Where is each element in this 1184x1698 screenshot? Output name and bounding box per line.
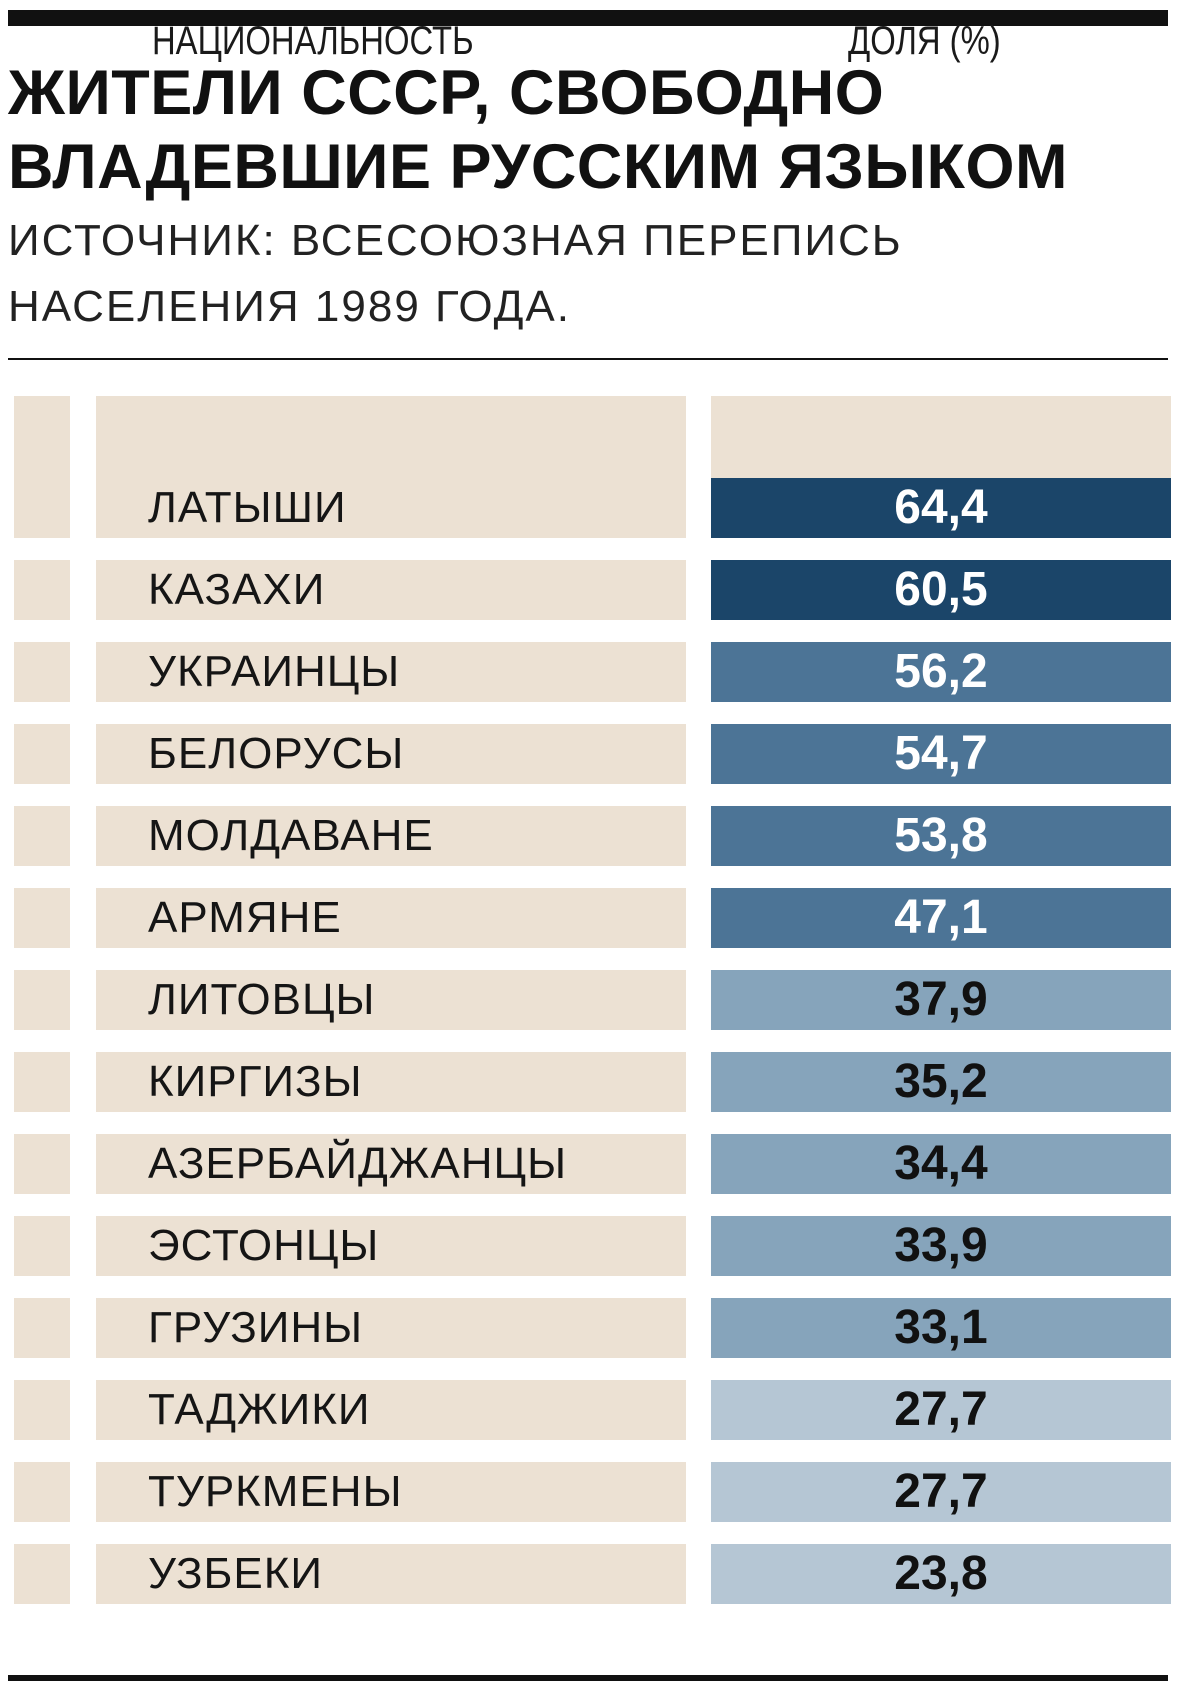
row-nationality-label: АЗЕРБАЙДЖАНЦЫ (148, 1139, 568, 1188)
row-share-value: 53,8 (894, 809, 988, 862)
row-share-value: 60,5 (894, 563, 988, 616)
row-nationality-label: ГРУЗИНЫ (148, 1303, 364, 1352)
row-name-cell (96, 1134, 686, 1194)
row-nationality-label: ЛАТЫШИ (148, 483, 347, 532)
row-nationality-label: КИРГИЗЫ (148, 1057, 363, 1106)
title-line-2: ВЛАДЕВШИЕ РУССКИМ ЯЗЫКОМ (8, 132, 1068, 202)
row-nationality-label: КАЗАХИ (148, 565, 326, 614)
row-share-value: 35,2 (894, 1055, 988, 1108)
row-nationality-label: БЕЛОРУСЫ (148, 729, 405, 778)
row-name-cell (96, 888, 686, 948)
row-value-cell (711, 1052, 1171, 1112)
row-name-cell (96, 642, 686, 702)
row-value-cell (711, 1380, 1171, 1440)
row-blank-cell (14, 560, 70, 620)
row-blank-cell (14, 478, 70, 538)
row-blank-cell (14, 1298, 70, 1358)
row-value-cell (711, 1298, 1171, 1358)
row-blank-cell (14, 1134, 70, 1194)
chart-subtitle: ИСТОЧНИК: ВСЕСОЮЗНАЯ ПЕРЕПИСЬ НАСЕЛЕНИЯ … (8, 208, 1178, 340)
row-blank-cell (14, 724, 70, 784)
row-share-value: 56,2 (894, 645, 988, 698)
subtitle-line-1: ИСТОЧНИК: ВСЕСОЮЗНАЯ ПЕРЕПИСЬ (8, 216, 903, 265)
row-share-value: 33,1 (894, 1301, 988, 1354)
row-blank-cell (14, 1216, 70, 1276)
row-share-value: 27,7 (894, 1383, 988, 1436)
row-name-cell (96, 1216, 686, 1276)
row-blank-cell (14, 806, 70, 866)
row-blank-cell (14, 642, 70, 702)
row-name-cell (96, 724, 686, 784)
row-name-cell (96, 1462, 686, 1522)
row-value-cell (711, 642, 1171, 702)
row-value-cell (711, 724, 1171, 784)
row-value-cell (711, 806, 1171, 866)
header-divider (8, 358, 1168, 360)
row-value-cell (711, 970, 1171, 1030)
row-nationality-label: УКРАИНЦЫ (148, 647, 401, 696)
row-nationality-label: ЛИТОВЦЫ (148, 975, 376, 1024)
row-name-cell (96, 1544, 686, 1604)
row-share-value: 54,7 (894, 727, 988, 780)
row-share-value: 64,4 (894, 481, 988, 534)
subtitle-line-2: НАСЕЛЕНИЯ 1989 ГОДА. (8, 282, 571, 331)
header-value-cell (711, 396, 1171, 479)
row-share-value: 27,7 (894, 1465, 988, 1518)
chart-title: ЖИТЕЛИ СССР, СВОБОДНО ВЛАДЕВШИЕ РУССКИМ … (8, 56, 1178, 204)
row-value-cell (711, 478, 1171, 538)
row-name-cell (96, 970, 686, 1030)
row-name-cell (96, 478, 686, 538)
header-blank-cell (14, 396, 70, 479)
column-header-nationality: НАЦИОНАЛЬНОСТЬ (152, 19, 474, 63)
row-blank-cell (14, 888, 70, 948)
row-blank-cell (14, 1462, 70, 1522)
row-name-cell (96, 1298, 686, 1358)
row-nationality-label: УЗБЕКИ (148, 1549, 324, 1598)
row-name-cell (96, 560, 686, 620)
row-share-value: 34,4 (894, 1137, 988, 1190)
row-nationality-label: ЭСТОНЦЫ (148, 1221, 380, 1270)
top-rule (8, 10, 1168, 26)
row-value-cell (711, 560, 1171, 620)
row-name-cell (96, 1380, 686, 1440)
row-blank-cell (14, 970, 70, 1030)
row-blank-cell (14, 1052, 70, 1112)
row-blank-cell (14, 1380, 70, 1440)
row-nationality-label: АРМЯНЕ (148, 893, 342, 942)
column-header-share: ДОЛЯ (%) (848, 19, 1001, 63)
row-nationality-label: МОЛДАВАНЕ (148, 811, 434, 860)
row-nationality-label: ТАДЖИКИ (148, 1385, 371, 1434)
row-nationality-label: ТУРКМЕНЫ (148, 1467, 403, 1516)
header-name-cell (96, 396, 686, 479)
row-share-value: 47,1 (894, 891, 988, 944)
row-share-value: 33,9 (894, 1219, 988, 1272)
row-name-cell (96, 806, 686, 866)
row-blank-cell (14, 1544, 70, 1604)
row-value-cell (711, 888, 1171, 948)
row-share-value: 23,8 (894, 1547, 988, 1600)
row-name-cell (96, 1052, 686, 1112)
title-line-1: ЖИТЕЛИ СССР, СВОБОДНО (8, 58, 885, 128)
row-value-cell (711, 1216, 1171, 1276)
row-value-cell (711, 1544, 1171, 1604)
row-share-value: 37,9 (894, 973, 988, 1026)
row-value-cell (711, 1134, 1171, 1194)
row-value-cell (711, 1462, 1171, 1522)
bottom-rule (8, 1675, 1168, 1681)
